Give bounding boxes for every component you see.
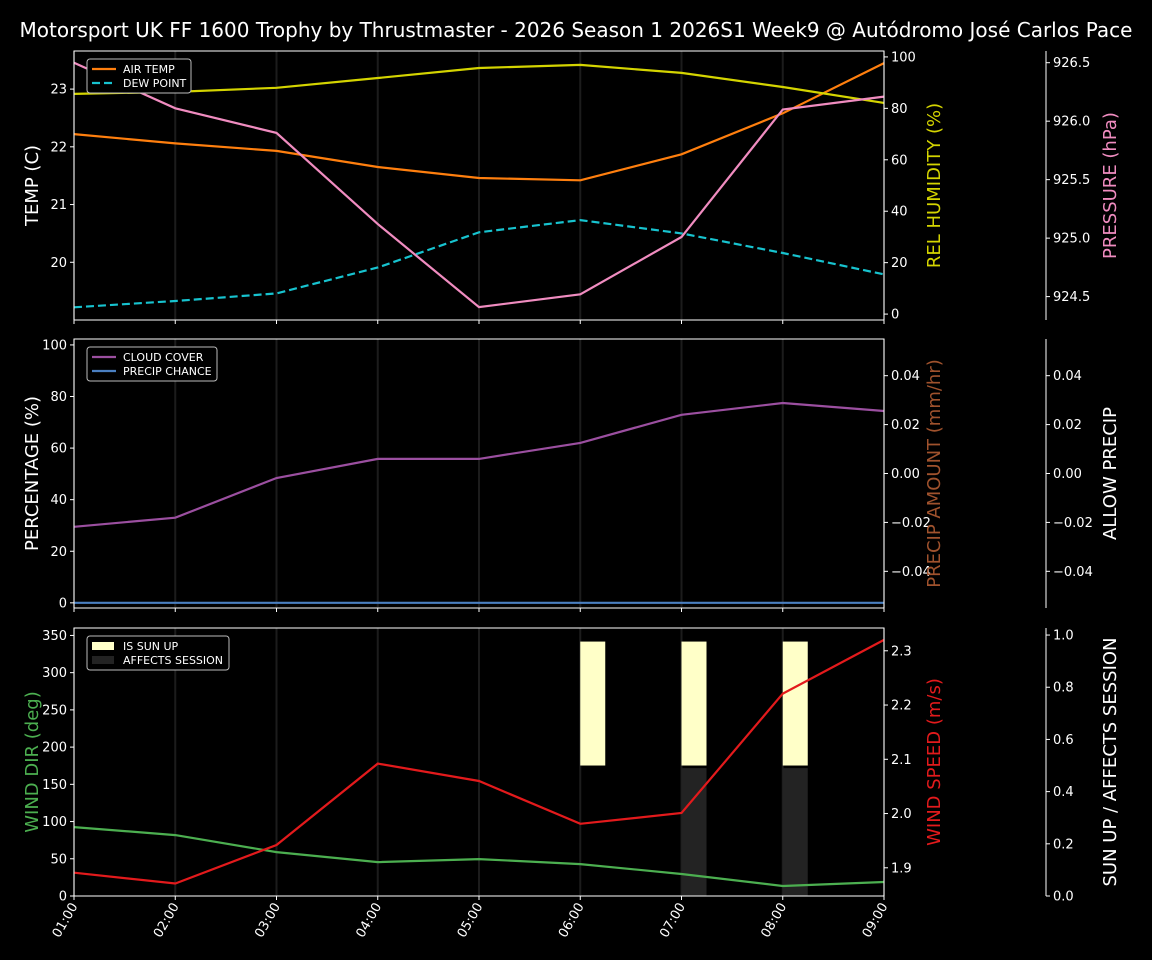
y-tick-label: 926.0 (1053, 115, 1090, 130)
y-tick-label: 300 (42, 666, 67, 681)
legend-swatch (92, 642, 114, 650)
axis-label: WIND SPEED (m/s) (924, 678, 945, 846)
panel-1: 20 21 22 23 TEMP (C) 0 20 40 60 80 100 REL HUMIDITY… (22, 50, 1121, 324)
y-tick-label: −0.04 (1053, 565, 1093, 580)
axis-label: REL HUMIDITY (%) (924, 103, 945, 268)
x-tick-label: 06:00 (556, 901, 588, 941)
y-tick-label: 1.9 (891, 861, 912, 876)
axis-label: ALLOW PRECIP (1100, 407, 1121, 540)
legend-box (86, 58, 192, 94)
y-tick-label: 200 (42, 741, 67, 756)
y-tick-label: 20 (50, 545, 67, 560)
axis-label: PRECIP AMOUNT (mm/hr) (924, 359, 945, 588)
y-tick-label: 80 (891, 102, 908, 117)
y-tick-label: 60 (50, 442, 67, 457)
y-tick-label: 0.4 (1053, 785, 1074, 800)
y-tick-label: 0 (59, 890, 67, 905)
y-tick-label: 0.2 (1053, 837, 1074, 852)
x-tick-label: 08:00 (758, 901, 790, 941)
x-tick-label: 07:00 (657, 901, 689, 941)
legend-label: IS SUN UP (123, 640, 179, 653)
y-tick-label: 150 (42, 778, 67, 793)
y-tick-label: 0.8 (1053, 681, 1074, 696)
y-tick-label: 924.5 (1053, 290, 1090, 305)
panel-3: 0 50 100 150 200 250 300 350 WIND DIR (deg) 1.9 2.… (22, 627, 1121, 905)
y-tick-label: 2.2 (891, 699, 912, 714)
y-tick-label: 0.0 (1053, 890, 1074, 905)
legend-box (86, 635, 230, 671)
y-tick-label: 0.6 (1053, 733, 1074, 748)
legend-label: CLOUD COVER (123, 351, 204, 364)
y-tick-label: 20 (50, 256, 67, 271)
y-tick-label: 0.04 (891, 369, 920, 384)
y-tick-label: 40 (50, 493, 67, 508)
y-tick-label: 100 (891, 50, 916, 65)
y-tick-label: 2.0 (891, 807, 912, 822)
y-tick-label: −0.02 (1053, 516, 1093, 531)
legend-label: DEW POINT (123, 77, 187, 90)
axis-label: WIND DIR (deg) (22, 691, 43, 833)
y-tick-label: 80 (50, 390, 67, 405)
axis-label: PRESSURE (hPa) (1100, 112, 1121, 259)
y-tick-label: −0.04 (891, 565, 931, 580)
y-tick-label: 0 (891, 308, 899, 323)
y-tick-label: 100 (42, 815, 67, 830)
y-tick-label: 100 (42, 338, 67, 353)
x-tick-label: 05:00 (455, 901, 487, 941)
x-tick-label: 04:00 (353, 901, 385, 941)
y-tick-label: 21 (50, 198, 67, 213)
y-tick-label: 250 (42, 703, 67, 718)
y-tick-label: 40 (891, 205, 908, 220)
y-tick-label: 23 (50, 83, 67, 98)
y-tick-label: 20 (891, 256, 908, 271)
x-tick-label: 09:00 (860, 901, 892, 941)
y-tick-label: 50 (50, 852, 67, 867)
y-tick-label: 0.00 (891, 467, 920, 482)
legend-swatch (92, 656, 114, 664)
y-tick-label: 350 (42, 629, 67, 644)
x-tick-label: 01:00 (50, 901, 82, 941)
panel-2: 0 20 40 60 80 100 PERCENTAGE (%) −0.04 −0.02 0.00… (22, 338, 1121, 612)
legend-label: PRECIP CHANCE (123, 365, 212, 378)
y-tick-label: 0.02 (1053, 418, 1082, 433)
chart-title: Motorsport UK FF 1600 Trophy by Thrustma… (20, 18, 1133, 42)
x-tick-label: 03:00 (252, 901, 284, 941)
bar-is-sun-up (782, 641, 808, 766)
y-tick-label: 0.00 (1053, 467, 1082, 482)
legend-label: AIR TEMP (123, 63, 175, 76)
bar-is-sun-up (580, 641, 606, 766)
bar-is-sun-up (681, 641, 707, 766)
y-tick-label: 2.1 (891, 753, 912, 768)
legend-box (86, 346, 218, 382)
y-tick-label: 2.3 (891, 644, 912, 659)
x-tick-label: 02:00 (151, 901, 183, 941)
y-tick-label: 925.5 (1053, 173, 1090, 188)
bar-affects-session (782, 768, 808, 896)
y-tick-label: 60 (891, 153, 908, 168)
y-tick-label: 926.5 (1053, 56, 1090, 71)
y-tick-label: 0.04 (1053, 369, 1082, 384)
y-tick-label: −0.02 (891, 516, 931, 531)
y-tick-label: 0.02 (891, 418, 920, 433)
y-tick-label: 925.0 (1053, 232, 1090, 247)
y-tick-label: 1.0 (1053, 629, 1074, 644)
axis-label: PERCENTAGE (%) (22, 396, 43, 551)
axis-label: TEMP (C) (22, 145, 43, 227)
axis-label: SUN UP / AFFECTS SESSION (1100, 637, 1121, 886)
legend-label: AFFECTS SESSION (123, 654, 223, 667)
y-tick-label: 22 (50, 140, 67, 155)
y-tick-label: 0 (59, 596, 67, 611)
